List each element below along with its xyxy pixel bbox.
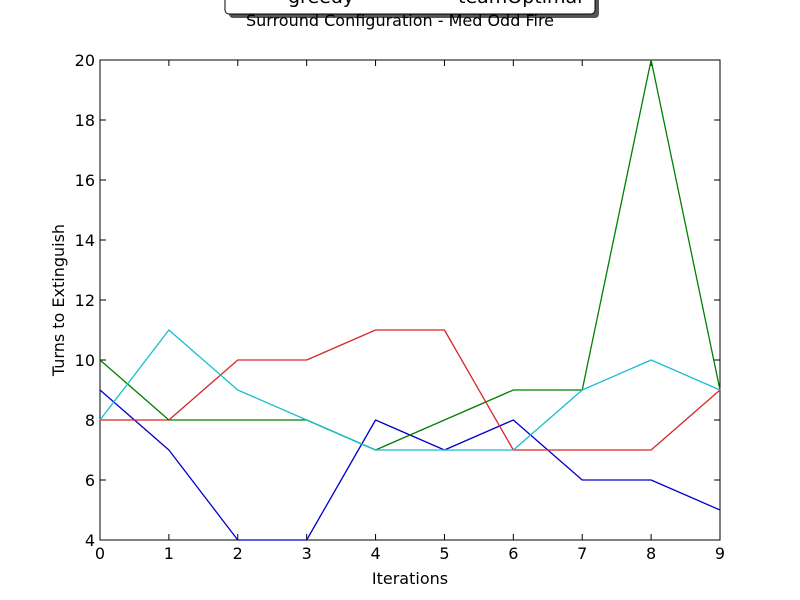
y-tick-label: 10	[75, 351, 95, 370]
x-tick-label: 0	[95, 544, 105, 563]
series-line-3	[99, 329, 721, 451]
legend-entry-teamoptimal: teamOptimal	[458, 0, 582, 8]
y-tick-label: 20	[75, 51, 95, 70]
y-tick-label: 16	[75, 171, 95, 190]
y-tick-label: 12	[75, 291, 95, 310]
x-axis: 0 1 2 3 4 5 6 7 8 9	[95, 60, 725, 563]
y-tick-label: 14	[75, 231, 95, 250]
y-tick-label: 6	[85, 471, 95, 490]
y-axis: 4 6 8 10 12 14 16 18 20	[75, 51, 720, 550]
x-tick-label: 6	[508, 544, 518, 563]
series-line-1	[99, 59, 721, 451]
y-tick-label: 8	[85, 411, 95, 430]
legend-entry-greedy: greedy	[288, 0, 354, 8]
x-tick-label: 7	[577, 544, 587, 563]
x-tick-label: 1	[164, 544, 174, 563]
x-tick-label: 2	[233, 544, 243, 563]
y-tick-label: 18	[75, 111, 95, 130]
x-tick-label: 3	[302, 544, 312, 563]
series-line-2	[100, 329, 721, 451]
x-tick-label: 9	[715, 544, 725, 563]
x-axis-label: Iterations	[372, 569, 448, 588]
chart-title: Surround Configuration - Med Odd Fire	[246, 11, 554, 30]
y-axis-label: Turns to Extinguish	[49, 224, 68, 377]
x-tick-label: 8	[646, 544, 656, 563]
x-tick-label: 5	[439, 544, 449, 563]
series-lines	[99, 59, 721, 541]
legend-box	[224, 0, 596, 15]
legend: greedy teamOptimal	[224, 0, 599, 18]
x-tick-label: 4	[370, 544, 380, 563]
y-tick-label: 4	[85, 531, 95, 550]
